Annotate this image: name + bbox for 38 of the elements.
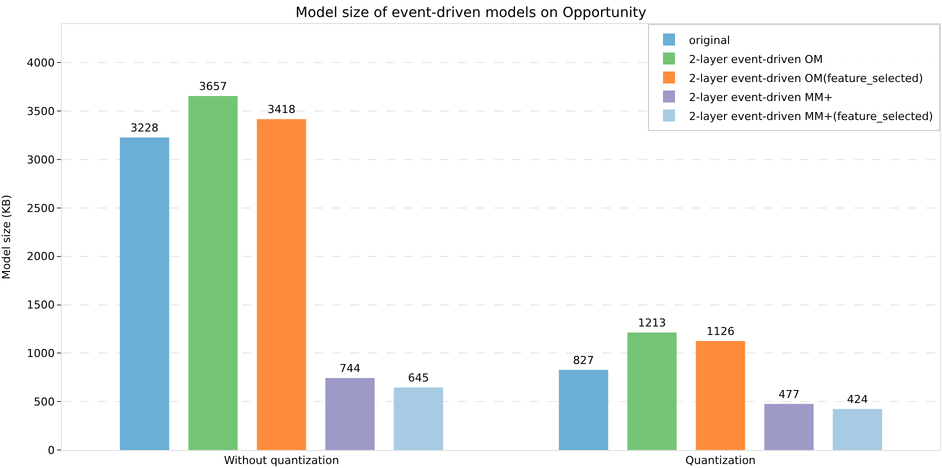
x-tick-label: Without quantization: [224, 454, 340, 468]
y-tick-label: 1000: [26, 347, 55, 360]
y-tick-label: 4000: [26, 56, 55, 70]
bar: [764, 404, 814, 450]
y-tick-label: 3500: [26, 104, 55, 118]
bar: [558, 370, 608, 450]
data-label: 477: [778, 388, 800, 401]
y-tick-label: 1500: [26, 298, 55, 312]
data-label: 1126: [706, 324, 734, 338]
y-tick-label: 0: [48, 444, 55, 457]
y-tick-label: 2500: [26, 202, 55, 215]
data-label: 744: [339, 362, 360, 375]
bar: [394, 388, 444, 450]
data-label: 3228: [130, 121, 159, 134]
y-tick-label: 2000: [26, 250, 55, 264]
data-label: 3657: [199, 80, 228, 93]
bar: [627, 332, 677, 450]
chart-title: Model size of event-driven models on Opportunity: [296, 4, 646, 21]
bar: [325, 378, 375, 450]
bar: [120, 137, 170, 450]
bar: [256, 119, 306, 450]
legend-label: 2-layer event-driven OM: [689, 52, 823, 66]
bar: [696, 340, 746, 450]
bar: [832, 408, 882, 450]
y-axis-title: Model size (KB): [0, 194, 13, 280]
x-tick-label: Quantization: [685, 454, 756, 468]
y-tick-label: 500: [34, 395, 55, 408]
legend-label: original: [689, 34, 730, 47]
data-label: 1213: [638, 316, 666, 330]
legend-label: 2-layer event-driven MM+(feature_selected): [689, 110, 934, 123]
data-label: 3418: [268, 103, 296, 116]
data-label: 424: [846, 392, 868, 406]
bar: [188, 96, 238, 450]
legend-label: 2-layer event-driven MM+: [689, 90, 833, 104]
data-label: 645: [408, 372, 429, 385]
legend-label: 2-layer event-driven OM(feature_selected): [689, 72, 924, 85]
y-tick-label: 3000: [26, 153, 55, 166]
data-label: 827: [573, 354, 594, 367]
